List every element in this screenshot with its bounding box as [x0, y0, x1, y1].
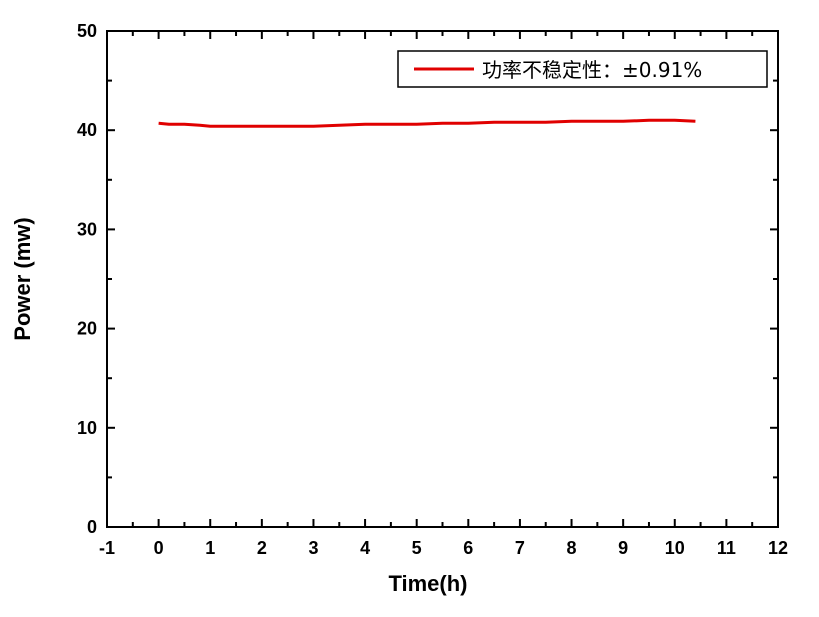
plot-frame — [106, 30, 779, 528]
power-series-line — [158, 118, 696, 128]
x-tick-label: 12 — [768, 538, 788, 558]
x-tick-label: 4 — [360, 538, 370, 558]
x-tick-label: 5 — [412, 538, 422, 558]
y-tick-label: 50 — [77, 21, 97, 41]
x-tick-label: 0 — [154, 538, 164, 558]
x-tick-label: 7 — [515, 538, 525, 558]
y-tick-label: 30 — [77, 219, 97, 239]
x-tick-label: 3 — [308, 538, 318, 558]
y-axis-title: Power (mw) — [10, 217, 35, 340]
x-tick-label: -1 — [99, 538, 115, 558]
axis-ticks — [106, 30, 779, 528]
y-tick-label: 0 — [87, 517, 97, 537]
y-tick-label: 20 — [77, 319, 97, 339]
x-tick-label: 2 — [257, 538, 267, 558]
y-tick-label: 40 — [77, 120, 97, 140]
x-tick-label: 6 — [463, 538, 473, 558]
y-tick-label: 10 — [77, 418, 97, 438]
x-axis-title: Time(h) — [388, 571, 467, 596]
x-tick-label: 10 — [665, 538, 685, 558]
legend-label: 功率不稳定性：±0.91% — [482, 58, 702, 82]
x-tick-label: 1 — [205, 538, 215, 558]
x-tick-label: 9 — [618, 538, 628, 558]
x-tick-label: 11 — [717, 538, 736, 558]
legend: 功率不稳定性：±0.91% — [397, 50, 768, 88]
x-tick-label: 8 — [567, 538, 577, 558]
